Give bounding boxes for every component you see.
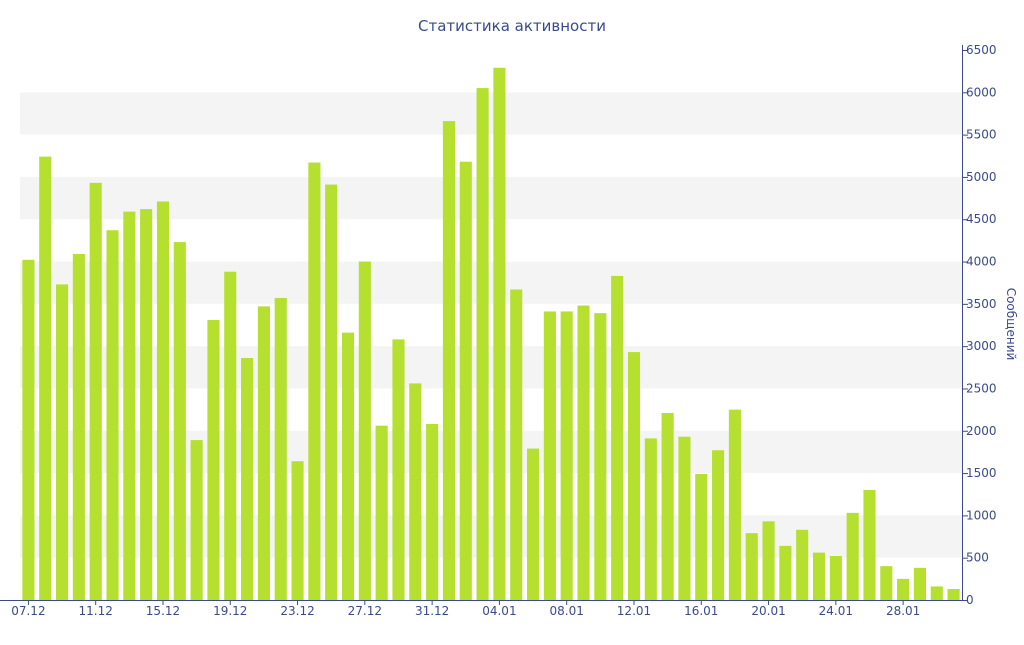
- y-tick-label: 1500: [966, 466, 997, 480]
- bar-18.12: [207, 319, 220, 600]
- bar-01.01: [442, 121, 456, 601]
- bar-20.01: [762, 521, 775, 600]
- bar-31.12: [426, 424, 439, 600]
- x-tick-label: 31.12: [415, 604, 449, 618]
- x-tick-label: 12.01: [617, 604, 651, 618]
- bar-08.01: [560, 311, 573, 600]
- bar-20.12: [241, 358, 254, 600]
- bar-21.01: [779, 545, 792, 600]
- bar-29.12: [392, 339, 405, 600]
- bar-14.01: [661, 413, 674, 600]
- bar-10.12: [72, 253, 85, 600]
- x-tick-label: 04.01: [482, 604, 516, 618]
- bar-24.12: [308, 162, 321, 601]
- bar-13.12: [123, 211, 136, 600]
- bar-08.12: [39, 156, 52, 600]
- bar-04.01: [493, 67, 506, 601]
- y-tick-label: 5500: [966, 128, 997, 142]
- bar-21.12: [257, 306, 270, 600]
- x-tick-label: 27.12: [348, 604, 382, 618]
- bar-series: [22, 67, 960, 601]
- bar-19.01: [745, 533, 758, 600]
- y-tick-label: 2000: [966, 424, 997, 438]
- bar-22.01: [796, 529, 809, 600]
- y-tick-label: 5000: [966, 170, 997, 184]
- y-tick-label: 3500: [966, 297, 997, 311]
- bar-07.01: [543, 311, 556, 600]
- y-axis-label: Сообщений: [1004, 288, 1018, 361]
- axes: 0 500 1000 1500 2000 2500 3000 3500 4000 4500 5000…: [0, 43, 997, 618]
- bar-07.12: [22, 259, 35, 600]
- bar-17.12: [190, 440, 203, 600]
- y-tick-label: 500: [966, 551, 989, 565]
- y-tick-label: 4500: [966, 212, 997, 226]
- bar-09.01: [577, 305, 590, 600]
- bar-16.12: [173, 242, 186, 601]
- bar-29.01: [913, 567, 927, 600]
- x-tick-label: 07.12: [11, 604, 45, 618]
- bar-15.12: [156, 201, 170, 600]
- bar-03.01: [476, 88, 489, 601]
- bar-24.01: [829, 556, 842, 600]
- grid-band: [20, 176, 962, 220]
- y-tick-label: 0: [966, 593, 974, 607]
- bar-11.12: [89, 182, 102, 600]
- bar-28.01: [897, 578, 910, 600]
- x-tick-label: 24.01: [819, 604, 853, 618]
- x-tick-label: 15.12: [146, 604, 180, 618]
- bar-12.12: [106, 230, 119, 600]
- x-tick-label: 20.01: [751, 604, 785, 618]
- bar-25.12: [325, 184, 338, 601]
- bar-18.01: [728, 409, 741, 600]
- grid-bands: [20, 92, 962, 558]
- bar-30.01: [930, 586, 943, 600]
- bar-23.01: [812, 552, 826, 600]
- y-tick-label: 3000: [966, 339, 997, 353]
- y-tick-label: 6500: [966, 43, 997, 57]
- bar-11.01: [611, 275, 624, 600]
- bar-09.12: [55, 284, 69, 600]
- y-tick-label: 6000: [966, 85, 997, 99]
- y-tick-label: 2500: [966, 381, 997, 395]
- y-tick-label: 4000: [966, 255, 997, 269]
- bar-28.12: [375, 425, 388, 600]
- bar-14.12: [140, 209, 153, 601]
- y-tick-label: 1000: [966, 508, 997, 522]
- bar-10.01: [594, 313, 607, 600]
- bar-31.01: [947, 589, 960, 600]
- bar-13.01: [644, 438, 657, 600]
- bar-25.01: [846, 512, 859, 600]
- bar-22.12: [274, 297, 287, 600]
- x-tick-label: 28.01: [886, 604, 920, 618]
- bar-26.12: [341, 332, 355, 600]
- bar-27.12: [358, 261, 371, 600]
- x-tick-label: 23.12: [280, 604, 314, 618]
- chart-title: Статистика активности: [418, 17, 606, 35]
- bar-27.01: [880, 566, 893, 600]
- x-tick-label: 16.01: [684, 604, 718, 618]
- x-tick-label: 08.01: [550, 604, 584, 618]
- bar-19.12: [224, 271, 237, 600]
- grid-band: [20, 92, 962, 135]
- bar-15.01: [678, 436, 691, 600]
- bar-16.01: [695, 473, 708, 600]
- bar-17.01: [712, 450, 725, 600]
- bar-30.12: [409, 383, 422, 600]
- bar-12.01: [627, 352, 641, 600]
- bar-05.01: [510, 289, 523, 600]
- x-tick-label: 19.12: [213, 604, 247, 618]
- bar-23.12: [291, 461, 304, 600]
- x-tick-label: 11.12: [79, 604, 113, 618]
- bar-02.01: [459, 161, 472, 600]
- bar-26.01: [863, 490, 876, 600]
- bar-06.01: [526, 448, 540, 600]
